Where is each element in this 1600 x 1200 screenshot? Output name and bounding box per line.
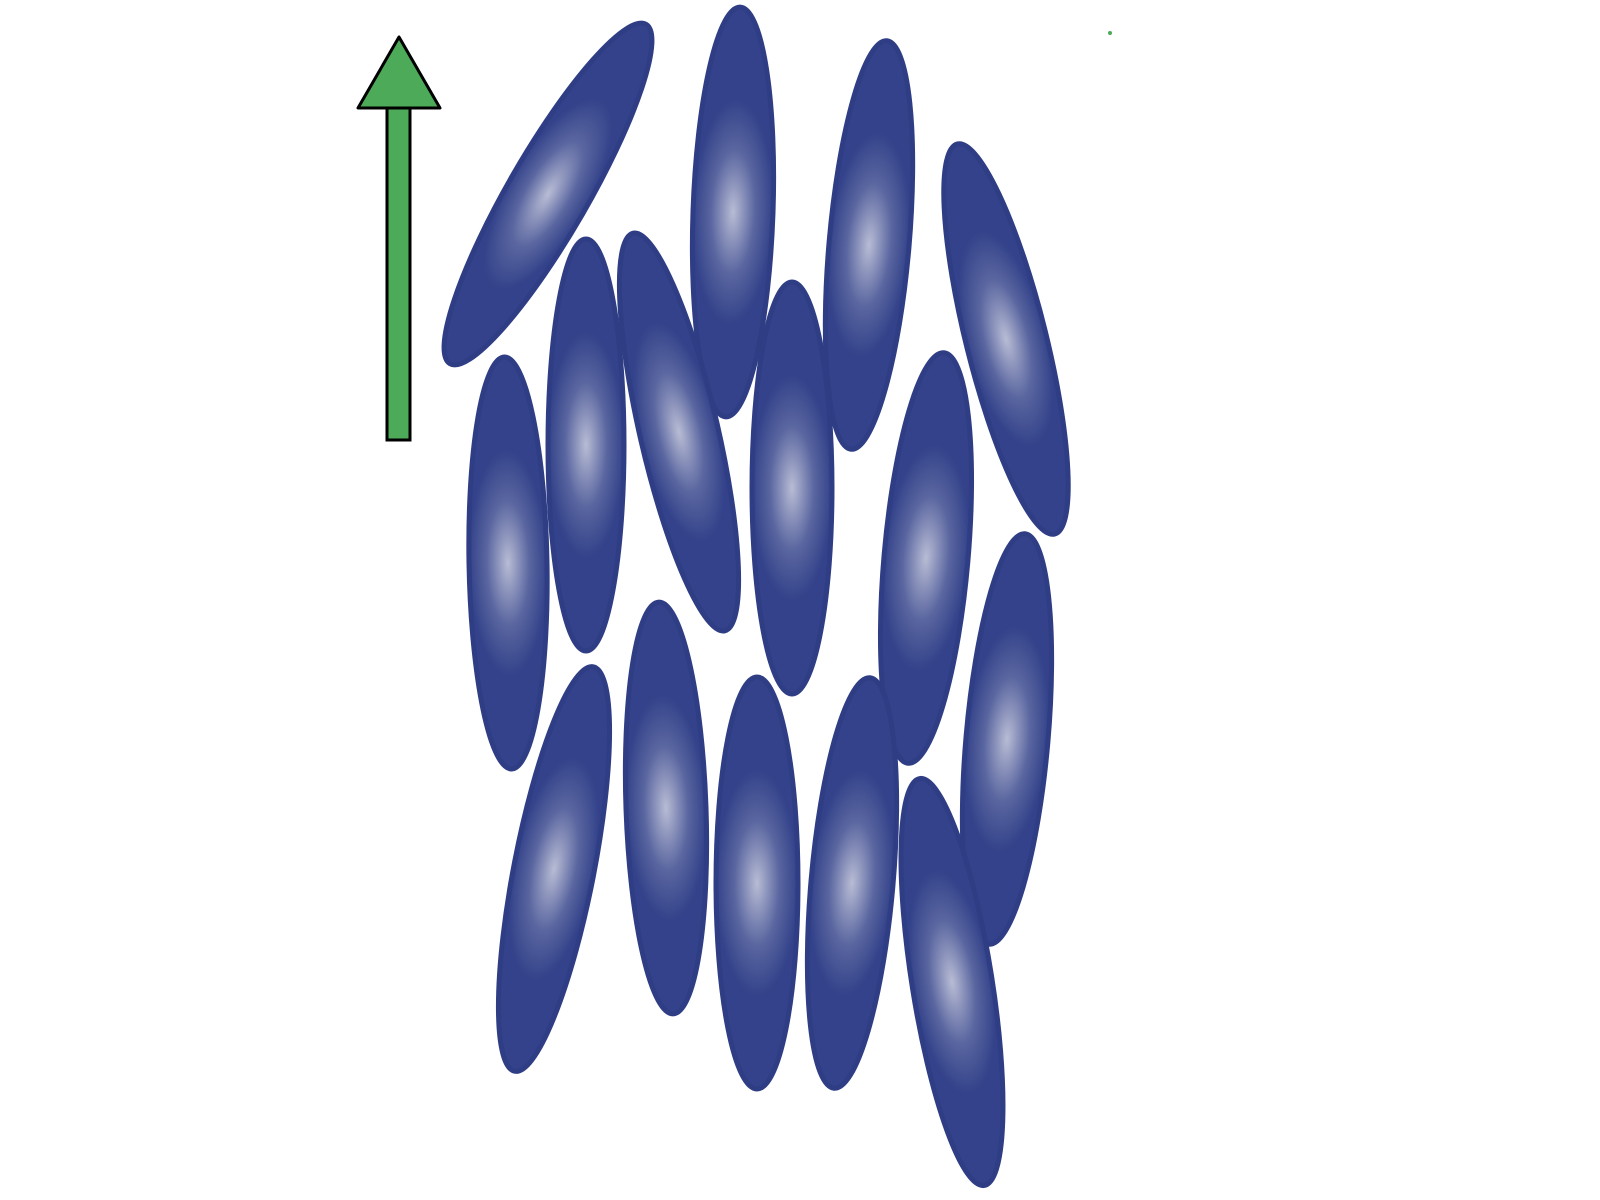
molecule-ellipse-15 [898, 775, 1006, 1189]
molecule-ellipse-10 [959, 531, 1055, 947]
molecule-ellipse-2 [689, 4, 777, 420]
molecule-ellipse-12 [495, 664, 613, 1074]
molecule-ellipse-5 [545, 236, 627, 654]
molecule-ellipse-8 [877, 350, 975, 766]
molecule-ellipse-3 [822, 38, 916, 452]
molecule-ellipse-4 [941, 141, 1071, 537]
molecule-ellipse-14 [804, 675, 900, 1091]
molecule-ellipse-13 [713, 674, 801, 1092]
molecule-group [441, 4, 1071, 1189]
director-arrow-icon [356, 35, 442, 442]
stray-dot [1108, 31, 1112, 35]
molecule-ellipse-9 [466, 354, 550, 772]
arrow-head [356, 35, 442, 110]
molecule-ellipse-6 [616, 230, 742, 634]
molecule-ellipse-1 [441, 20, 655, 368]
molecule-ellipse-11 [622, 599, 710, 1017]
arrow-shaft [385, 103, 412, 442]
molecule-ellipse-7 [749, 279, 835, 697]
